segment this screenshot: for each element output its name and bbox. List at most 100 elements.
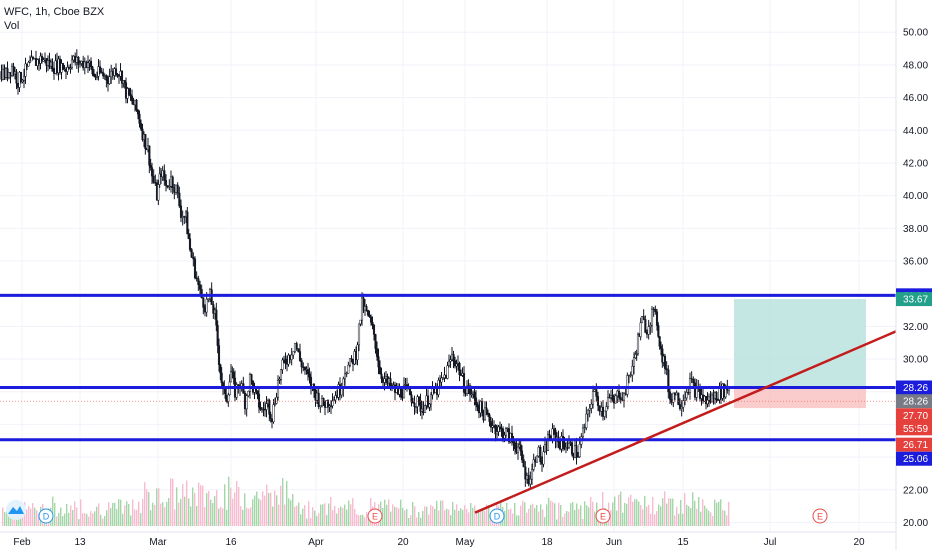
volume-label[interactable]: Vol bbox=[4, 20, 20, 32]
volume-bar bbox=[642, 509, 644, 526]
candle-body bbox=[357, 323, 361, 346]
candle-body bbox=[441, 377, 445, 379]
candle-body bbox=[704, 396, 708, 405]
candle-body bbox=[235, 384, 238, 398]
candle-body bbox=[348, 358, 352, 366]
candle-body bbox=[51, 61, 54, 72]
volume-bar bbox=[464, 505, 466, 526]
volume-bar bbox=[32, 503, 34, 526]
candle-body bbox=[317, 392, 320, 407]
symbol-label[interactable]: WFC, 1h, Cboe BZX bbox=[4, 6, 105, 18]
candle-body bbox=[95, 76, 99, 78]
volume-bar bbox=[672, 498, 674, 526]
volume-bar bbox=[108, 502, 110, 526]
volume-bar bbox=[488, 505, 490, 526]
candle-body bbox=[640, 316, 644, 324]
price-tag-label: 33.67 bbox=[903, 295, 928, 306]
volume-bar bbox=[246, 507, 248, 526]
volume-bar bbox=[278, 504, 280, 526]
candle-body bbox=[343, 373, 347, 380]
candle-body bbox=[281, 359, 284, 370]
volume-bar bbox=[570, 503, 572, 526]
candle-body bbox=[30, 56, 33, 62]
volume-bar bbox=[316, 515, 318, 526]
volume-bar bbox=[560, 504, 562, 526]
candle-body bbox=[190, 249, 193, 258]
volume-bar bbox=[696, 508, 698, 526]
price-tag-bg bbox=[896, 451, 932, 466]
volume-bar bbox=[284, 504, 286, 526]
volume-bar bbox=[98, 503, 100, 526]
volume-bar bbox=[142, 499, 144, 526]
candle-body bbox=[98, 66, 102, 73]
volume-bar bbox=[662, 498, 664, 526]
candle-body bbox=[129, 94, 132, 97]
logo-mark bbox=[8, 506, 24, 514]
volume-bar bbox=[634, 499, 636, 526]
candle-body bbox=[402, 385, 406, 399]
volume-bar bbox=[220, 506, 222, 526]
time-tick-label: Jul bbox=[764, 537, 777, 548]
event-marker-label: E bbox=[372, 512, 378, 522]
volume-bar bbox=[328, 503, 330, 526]
event-marker-label: E bbox=[600, 512, 606, 522]
volume-bar bbox=[188, 498, 190, 526]
candle-body bbox=[347, 364, 350, 374]
candle-body bbox=[166, 185, 169, 188]
candle-body bbox=[552, 428, 556, 431]
candle-body bbox=[485, 407, 488, 414]
volume-bar bbox=[688, 506, 690, 526]
volume-bar bbox=[296, 505, 298, 526]
volume-bar bbox=[2, 507, 4, 526]
volume-bar bbox=[280, 485, 282, 526]
volume-bar bbox=[682, 513, 684, 526]
price-tag: 55:59 bbox=[896, 421, 932, 436]
candle-body bbox=[525, 475, 529, 480]
volume-bar bbox=[208, 490, 210, 526]
volume-bar bbox=[326, 514, 328, 526]
candle-body bbox=[661, 348, 664, 363]
event-marker-circle bbox=[812, 508, 828, 524]
candle-body bbox=[292, 351, 295, 356]
candle-body bbox=[581, 427, 585, 437]
candle-body bbox=[232, 372, 235, 379]
volume-bar bbox=[236, 480, 238, 526]
candle-body bbox=[685, 392, 688, 399]
candle-body bbox=[668, 391, 672, 400]
candle-body bbox=[644, 319, 647, 333]
volume-bar bbox=[304, 505, 306, 526]
candle-body bbox=[670, 399, 673, 403]
volume-bar bbox=[664, 491, 666, 526]
candle-body bbox=[100, 71, 103, 73]
volume-bar bbox=[358, 515, 360, 526]
volume-bar bbox=[680, 500, 682, 526]
volume-bar bbox=[422, 510, 424, 526]
candle-body bbox=[675, 392, 678, 396]
volume-bar bbox=[264, 495, 266, 526]
volume-bar bbox=[118, 499, 120, 526]
volume-bar bbox=[290, 500, 292, 526]
candle-body bbox=[159, 173, 163, 177]
volume-bar bbox=[478, 510, 480, 526]
price-tick-label: 32.00 bbox=[903, 322, 928, 333]
price-axis-background bbox=[896, 0, 932, 550]
volume-bar bbox=[18, 513, 20, 526]
volume-bar bbox=[646, 506, 648, 526]
volume-bar bbox=[474, 505, 476, 526]
candle-body bbox=[168, 186, 171, 188]
candle-body bbox=[300, 360, 303, 368]
candle-body bbox=[15, 71, 18, 84]
candle-body bbox=[158, 173, 161, 185]
candle-body bbox=[366, 309, 370, 316]
volume-bar bbox=[420, 517, 422, 526]
candle-body bbox=[243, 392, 247, 410]
candle-body bbox=[495, 431, 499, 435]
volume-bar bbox=[698, 496, 700, 526]
volume-bar bbox=[324, 503, 326, 526]
volume-bar bbox=[416, 517, 418, 526]
volume-bar bbox=[486, 504, 488, 526]
candle-body bbox=[627, 374, 631, 377]
volume-bar bbox=[556, 519, 558, 526]
volume-bar bbox=[644, 495, 646, 526]
